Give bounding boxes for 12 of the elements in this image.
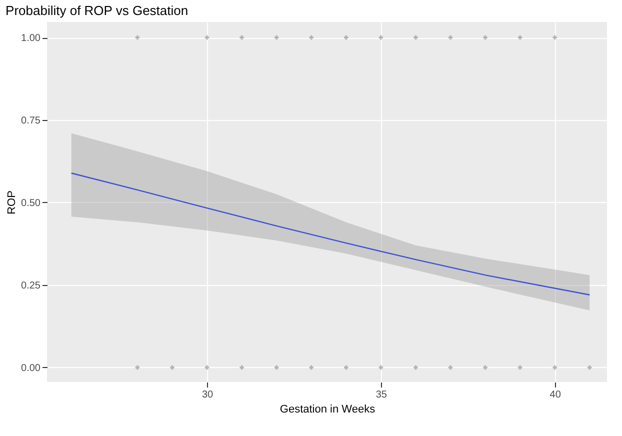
x-tick-label: 35: [376, 390, 388, 400]
y-tick-label: 1.00: [21, 33, 41, 44]
y-tick-label: 0.75: [21, 116, 41, 126]
x-axis-title: Gestation in Weeks: [280, 404, 376, 416]
line-series: [70, 172, 590, 296]
x-tick-label: 40: [550, 390, 562, 400]
y-tick-label: 0.50: [21, 198, 41, 209]
x-tick-label: 30: [202, 390, 214, 400]
chart-title: Probability of ROP vs Gestation: [6, 3, 188, 18]
y-axis-title: ROP: [6, 190, 18, 214]
y-tick-label: 0.00: [21, 362, 41, 374]
y-tick-label: 0.25: [21, 280, 41, 292]
